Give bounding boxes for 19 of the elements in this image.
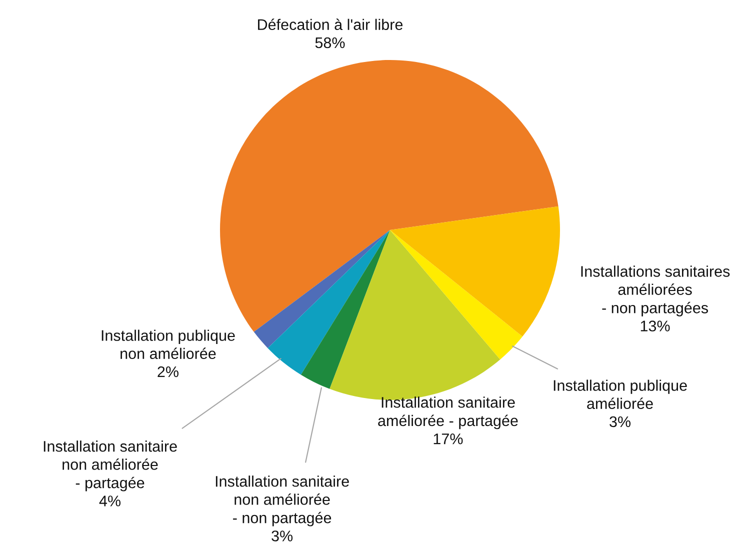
pie-slice [268, 230, 390, 375]
data-label: 4% [99, 496, 121, 506]
slice-label: Installation sanitaire améliorée - partagée [378, 396, 518, 430]
data-label: 3% [272, 530, 293, 542]
slice-label: Installation publique non améliorée [102, 330, 235, 360]
slice-label: Défecation à l'air libre [258, 18, 403, 30]
pie-slice [390, 206, 560, 337]
slice-label: Installation sanitaire non améliorée - non partagée [216, 476, 349, 526]
slice-label: Installation publique améliorée [554, 380, 687, 410]
slice-label: Installation sanitaire non améliorée - partagée [44, 440, 177, 492]
slice-label: Installations sanitaires améliorées - non partagées [581, 266, 730, 316]
data-label: 3% [610, 416, 631, 428]
pie-slice [300, 230, 390, 389]
data-label: 13% [640, 320, 670, 332]
data-label: 17% [434, 434, 463, 444]
pie-slice [390, 230, 522, 360]
data-label: 58% [315, 37, 345, 48]
pie-slice [254, 230, 390, 348]
data-label: 2% [158, 366, 178, 378]
